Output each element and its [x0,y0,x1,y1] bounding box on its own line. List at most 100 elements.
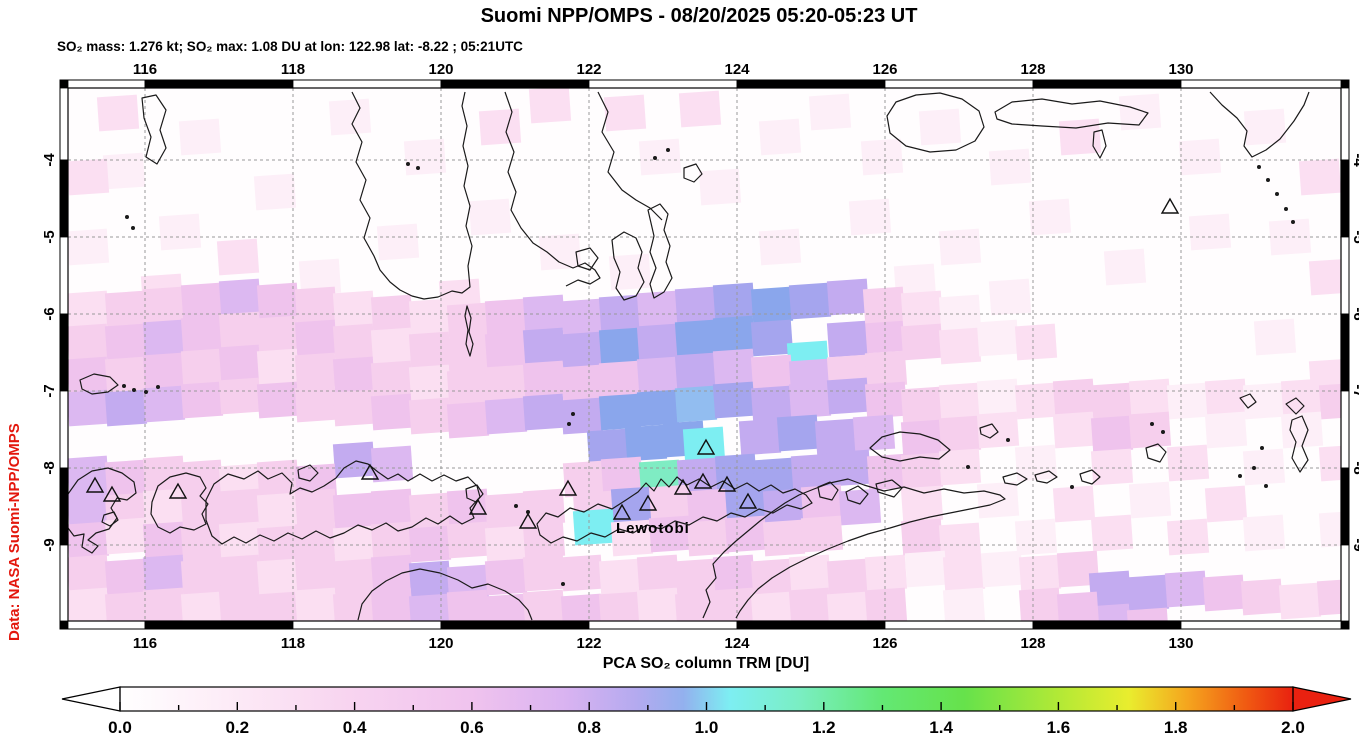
frame-degree-band [588,79,738,89]
so2-cell [484,558,528,596]
so2-cell [942,554,986,592]
coastline [465,484,484,503]
coastline [1209,91,1310,158]
so2-cell [598,393,642,431]
so2-cell [370,587,414,621]
so2-cell [370,445,414,483]
so2-cell [484,525,528,563]
so2-cell [610,486,654,524]
so2-cell [180,558,224,596]
so2-cell [938,415,982,453]
so2-cell [218,311,262,349]
coastline [647,203,673,299]
frame-degree-band [1340,87,1350,161]
so2-cell [1090,415,1134,453]
so2-cell [1166,382,1210,420]
so2-cell [142,286,186,324]
so2-cell [636,290,680,328]
so2-cell [376,223,420,261]
data-credit: Data: NASA Suomi-NPP/OMPS [6,423,23,641]
volcano-marker [102,485,122,502]
so2-cell [522,327,566,365]
so2-cell [1128,481,1172,519]
so2-cell [294,352,338,390]
latitude-label: -8 [41,461,58,474]
so2-cell [408,560,452,598]
so2-cell [408,298,452,336]
volcano-marker [518,512,538,529]
so2-cell [598,360,642,398]
so2-cell [750,319,794,357]
so2-cell [294,286,338,324]
coastline [1079,469,1101,485]
so2-cell [848,198,892,236]
so2-cell [294,554,338,592]
so2-cell [68,158,110,196]
so2-cell [1018,554,1062,592]
so2-cell [68,323,110,361]
so2-cell [1014,323,1058,361]
volcano-name-label: Lewotobi [616,520,690,537]
coastline [1034,470,1058,484]
volcano-marker [717,475,737,492]
so2-cell [900,386,944,424]
so2-cell [528,88,572,124]
so2-cell [674,385,718,423]
so2-cell [218,554,262,592]
coastline [817,481,839,501]
so2-cell [1014,382,1058,420]
latitude-label: -5 [1350,230,1359,243]
frame-degree-band [144,620,294,630]
so2-cell [294,385,338,423]
longitude-label: 124 [724,61,750,78]
so2-cell [104,591,148,621]
so2-cell [762,519,806,557]
so2-cell [484,364,528,402]
longitude-label: 116 [133,61,157,78]
so2-cell [560,554,604,592]
coastline [886,92,985,153]
so2-cell [370,360,414,398]
latitude-label: -4 [1350,153,1359,167]
so2-cell [938,448,982,486]
volcano-marker [612,503,632,520]
so2-cell [1103,248,1147,286]
so2-cell [636,389,680,427]
colorbar-tick-label: 1.6 [1047,718,1071,737]
longitude-label: 120 [428,61,453,78]
so2-cell [294,319,338,357]
frame-degree-band [292,79,442,89]
so2-cell [522,488,566,526]
so2-cell [96,94,140,132]
so2-cell [1090,514,1134,552]
frame-degree-band [1340,236,1350,315]
so2-cell [522,294,566,332]
island-dot [666,148,670,152]
island-dot [144,390,148,394]
so2-cell [758,228,802,266]
coastline [979,423,999,439]
so2-cell [332,290,376,328]
so2-cell [1088,570,1132,608]
so2-cell [636,356,680,394]
so2-cell [712,554,756,592]
so2-cell [370,488,414,526]
frame-degree-band [59,87,69,161]
frame-degree-band [1032,620,1182,630]
so2-cell [712,381,756,419]
so2-cell [142,352,186,390]
so2-cell [1243,108,1287,146]
so2-cell [1126,574,1170,612]
so2-cell [1318,444,1341,482]
so2-cell [180,525,224,563]
island-dot [406,162,410,166]
colorbar-tick-label: 0.2 [225,718,249,737]
frame-degree-band [1340,390,1350,469]
coastline [1145,443,1167,463]
so2-cell [900,290,944,328]
so2-cell [178,118,222,156]
colorbar-tick-label: 1.2 [812,718,836,737]
volcano-marker [638,494,658,511]
so2-cell [1204,378,1248,416]
volcano-marker [1160,197,1180,214]
